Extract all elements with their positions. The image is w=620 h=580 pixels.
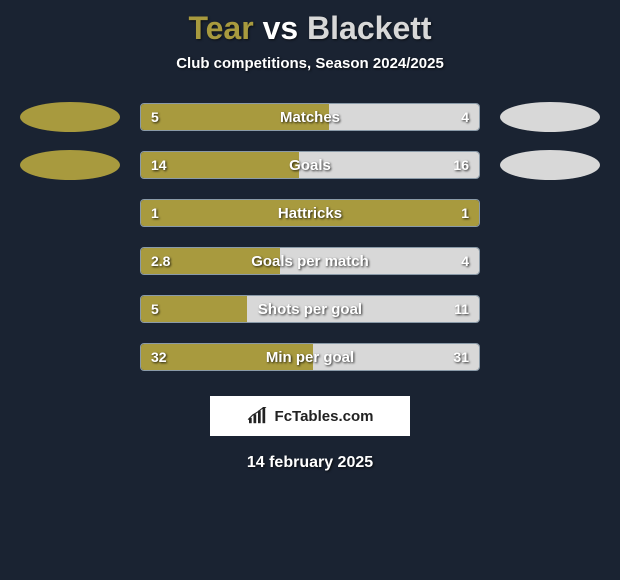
player1-ellipse <box>20 102 120 132</box>
stat-value-left: 5 <box>141 296 169 322</box>
stat-value-right: 16 <box>443 152 479 178</box>
stat-row: 3231Min per goal <box>0 342 620 372</box>
badge-text: FcTables.com <box>275 408 374 425</box>
bar-fill-left <box>141 200 479 226</box>
stat-value-left: 1 <box>141 200 169 226</box>
player2-ellipse <box>500 150 600 180</box>
player1-name: Tear <box>188 10 253 46</box>
stat-value-right: 31 <box>443 344 479 370</box>
stat-bar: 11Hattricks <box>140 199 480 227</box>
stat-row: 11Hattricks <box>0 198 620 228</box>
stat-bar: 54Matches <box>140 103 480 131</box>
stat-row: 2.84Goals per match <box>0 246 620 276</box>
stat-bar: 511Shots per goal <box>140 295 480 323</box>
bar-fill-right <box>280 248 479 274</box>
stat-value-left: 5 <box>141 104 169 130</box>
stat-value-left: 2.8 <box>141 248 180 274</box>
stat-bar: 2.84Goals per match <box>140 247 480 275</box>
comparison-title: Tear vs Blackett <box>0 10 620 47</box>
stat-row: 1416Goals <box>0 150 620 180</box>
stat-bar: 3231Min per goal <box>140 343 480 371</box>
stat-value-left: 14 <box>141 152 177 178</box>
stat-bar: 1416Goals <box>140 151 480 179</box>
stat-row: 54Matches <box>0 102 620 132</box>
player1-ellipse <box>20 150 120 180</box>
date-label: 14 february 2025 <box>0 454 620 472</box>
infographic-root: Tear vs Blackett Club competitions, Seas… <box>0 0 620 482</box>
stat-value-right: 4 <box>451 248 479 274</box>
bar-fill-left <box>141 104 329 130</box>
subtitle: Club competitions, Season 2024/2025 <box>0 55 620 72</box>
player2-ellipse <box>500 102 600 132</box>
vs-word: vs <box>263 10 299 46</box>
source-badge: FcTables.com <box>210 396 410 436</box>
stat-value-right: 1 <box>451 200 479 226</box>
player2-name: Blackett <box>307 10 432 46</box>
stat-value-right: 11 <box>444 296 479 322</box>
stat-value-right: 4 <box>451 104 479 130</box>
chart-icon <box>247 407 269 425</box>
stats-rows: 54Matches1416Goals11Hattricks2.84Goals p… <box>0 102 620 372</box>
stat-row: 511Shots per goal <box>0 294 620 324</box>
stat-value-left: 32 <box>141 344 177 370</box>
